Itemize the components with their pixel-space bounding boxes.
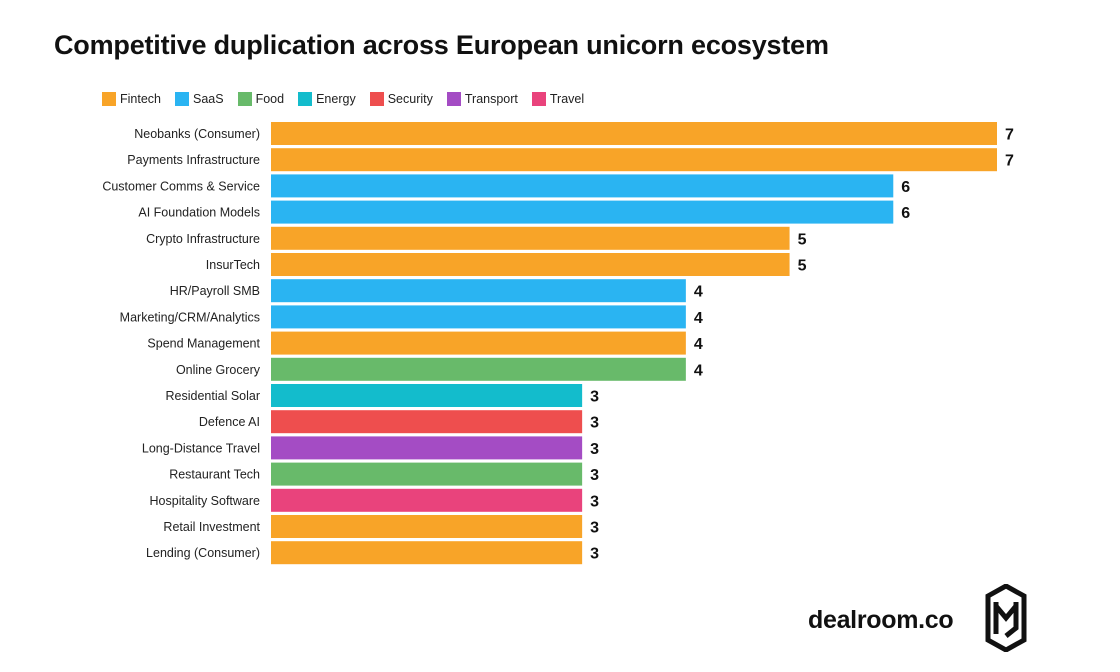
bar <box>271 488 583 512</box>
legend-item-food: Food <box>237 92 285 106</box>
category-label: Crypto Infrastructure <box>146 232 260 246</box>
category-label: InsurTech <box>206 258 260 272</box>
legend-label: Security <box>387 92 433 106</box>
legend-swatch <box>446 92 461 106</box>
bar <box>271 226 790 250</box>
bar <box>271 384 583 407</box>
value-label: 3 <box>590 520 599 537</box>
bar <box>271 148 997 172</box>
bar <box>271 200 894 224</box>
value-label: 6 <box>901 179 910 196</box>
value-label: 6 <box>901 205 910 222</box>
legend-label: Food <box>255 92 285 106</box>
legend-item-security: Security <box>369 92 433 106</box>
legend-swatch <box>369 92 384 106</box>
category-label: Retail Investment <box>163 520 260 534</box>
bar <box>271 436 583 460</box>
category-label: Defence AI <box>199 415 260 429</box>
bar <box>271 331 686 355</box>
chart-title: Competitive duplication across European … <box>54 30 829 60</box>
category-label: HR/Payroll SMB <box>170 284 260 298</box>
bar <box>271 462 583 486</box>
legend-label: Energy <box>316 92 356 106</box>
legend-item-travel: Travel <box>531 92 585 106</box>
value-label: 7 <box>1005 127 1014 144</box>
bar <box>271 305 686 329</box>
category-label: Residential Solar <box>166 389 261 403</box>
value-label: 4 <box>694 336 703 353</box>
legend-item-transport: Transport <box>446 92 518 106</box>
value-label: 4 <box>694 284 703 301</box>
bar <box>271 515 583 538</box>
value-label: 7 <box>1005 153 1014 170</box>
bar <box>271 541 583 565</box>
value-label: 3 <box>590 467 599 484</box>
legend-item-fintech: Fintech <box>102 92 161 106</box>
legend-swatch <box>175 92 189 106</box>
bar <box>271 410 583 434</box>
category-label: Online Grocery <box>176 363 261 377</box>
category-label: Spend Management <box>147 337 260 351</box>
legend-swatch <box>102 92 116 106</box>
category-label: Long-Distance Travel <box>142 441 260 455</box>
value-label: 5 <box>798 258 807 275</box>
category-label: Marketing/CRM/Analytics <box>120 310 260 324</box>
value-label: 3 <box>590 441 599 458</box>
legend-label: Transport <box>464 92 518 106</box>
legend-swatch <box>237 92 252 106</box>
dealroom-logo-icon <box>985 584 1027 652</box>
category-label: Payments Infrastructure <box>127 153 260 167</box>
bar <box>271 279 686 303</box>
value-label: 3 <box>590 546 599 563</box>
bar <box>271 174 894 198</box>
value-label: 5 <box>798 231 807 248</box>
bar <box>271 253 790 276</box>
legend-swatch <box>298 92 313 106</box>
legend-label: SaaS <box>193 92 224 106</box>
category-label: Restaurant Tech <box>169 468 260 482</box>
legend-label: Fintech <box>120 92 161 106</box>
value-label: 4 <box>694 310 703 327</box>
legend-swatch <box>531 92 546 106</box>
legend-item-energy: Energy <box>298 92 356 106</box>
value-label: 3 <box>590 415 599 432</box>
category-label: Lending (Consumer) <box>146 546 260 560</box>
chart-legend: Fintech SaaS Food Energy Security Transport Tr… <box>102 92 584 106</box>
bar <box>271 122 997 145</box>
bar <box>271 357 686 381</box>
brand-name: dealroom.co <box>808 606 954 634</box>
category-label: Customer Comms & Service <box>102 179 260 193</box>
value-label: 4 <box>694 362 703 379</box>
value-label: 3 <box>590 389 599 406</box>
legend-item-saas: SaaS <box>175 92 224 106</box>
category-label: Hospitality Software <box>150 494 261 508</box>
category-label: Neobanks (Consumer) <box>134 127 260 141</box>
legend-label: Travel <box>549 92 585 106</box>
category-label: AI Foundation Models <box>138 206 260 220</box>
value-label: 3 <box>590 493 599 510</box>
